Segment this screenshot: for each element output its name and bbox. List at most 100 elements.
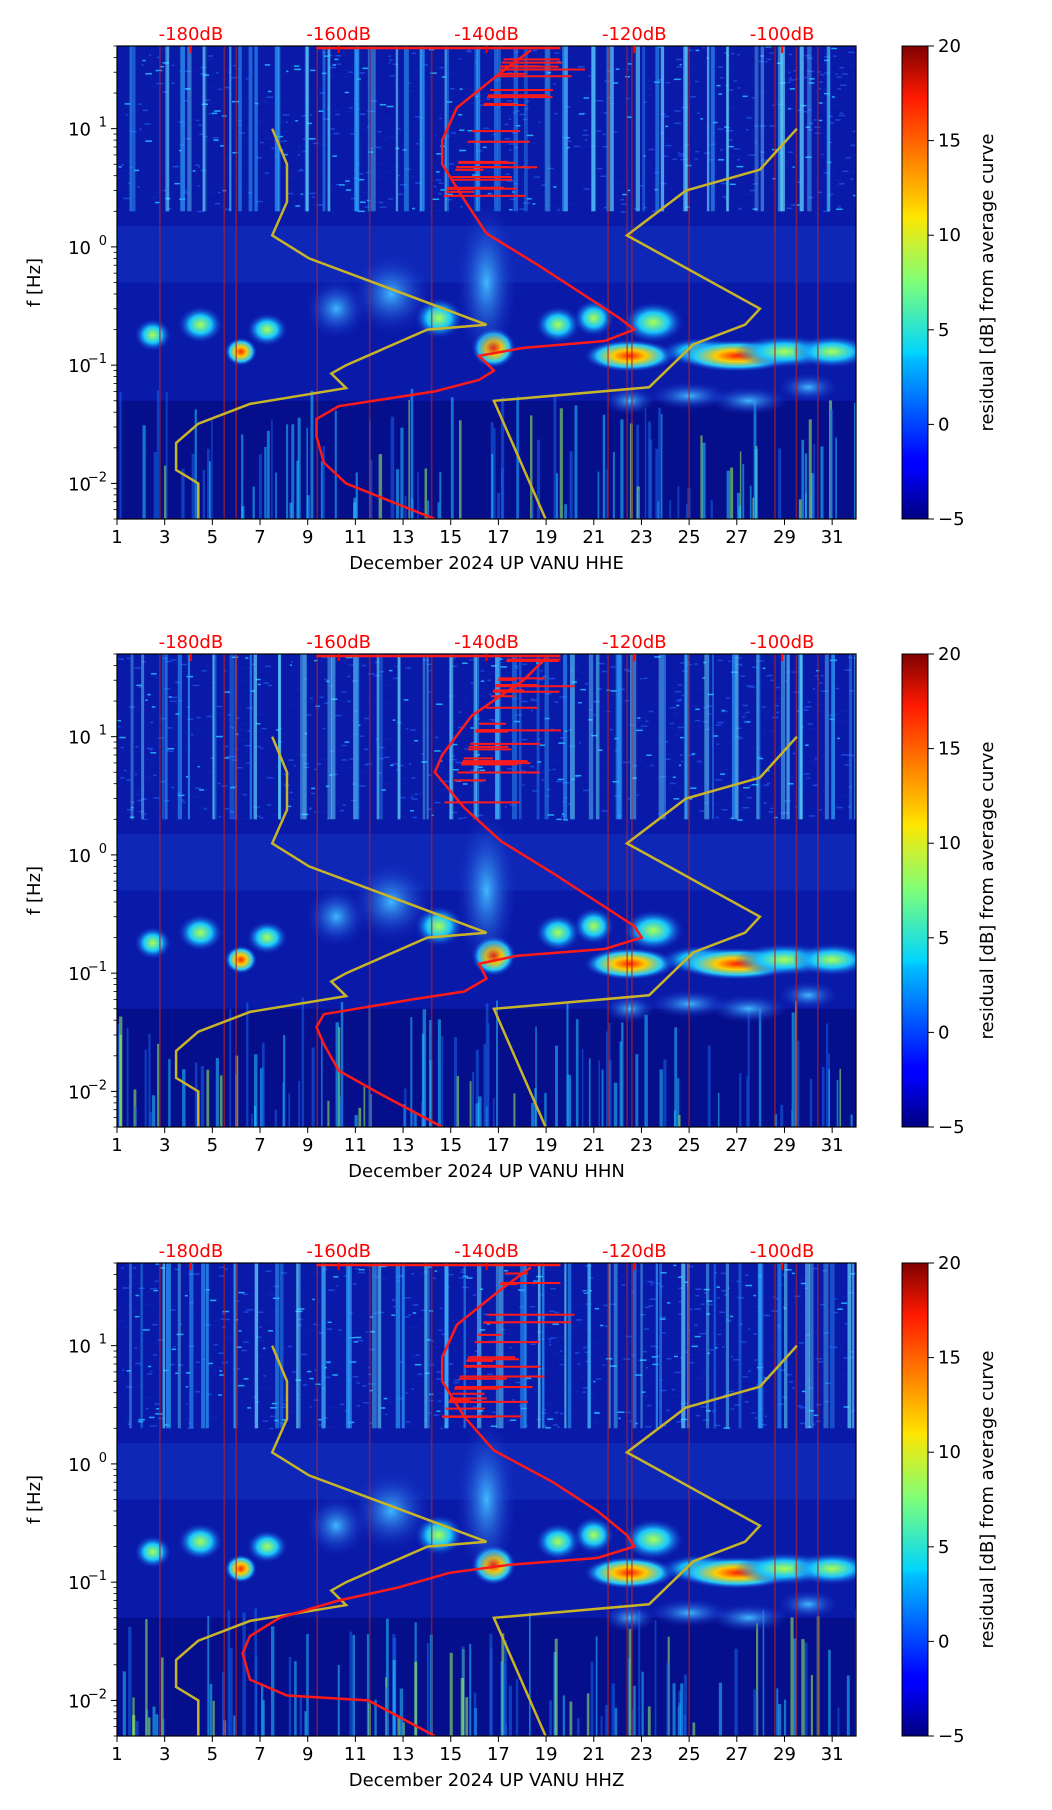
lowfreq-streak xyxy=(288,1093,291,1127)
vertical-streak xyxy=(826,46,831,212)
noise-speckle xyxy=(528,675,531,678)
lowfreq-streak xyxy=(227,1610,231,1736)
noise-speckle xyxy=(641,175,645,177)
noise-speckle xyxy=(592,1419,598,1422)
noise-speckle xyxy=(853,154,856,156)
noise-speckle xyxy=(787,81,791,84)
noise-speckle xyxy=(822,1269,828,1272)
noise-speckle xyxy=(440,1427,443,1430)
noise-speckle xyxy=(153,1289,159,1292)
noise-speckle xyxy=(197,765,200,768)
lowfreq-streak xyxy=(242,1612,246,1736)
noise-speckle xyxy=(776,697,784,700)
noise-speckle xyxy=(421,1309,428,1312)
noise-speckle xyxy=(766,674,773,677)
noise-speckle xyxy=(411,796,414,799)
noise-speckle xyxy=(286,192,294,195)
noise-speckle xyxy=(172,1313,177,1315)
noise-speckle xyxy=(182,801,186,804)
microseism-blob xyxy=(778,373,839,402)
vertical-streak xyxy=(475,654,480,820)
noise-speckle xyxy=(218,736,225,739)
noise-speckle xyxy=(218,1352,225,1355)
noise-speckle xyxy=(327,775,334,777)
vertical-streak xyxy=(327,654,332,820)
noise-speckle xyxy=(134,1346,138,1349)
noise-speckle xyxy=(212,137,219,139)
noise-speckle xyxy=(829,1345,832,1348)
noise-speckle xyxy=(297,169,304,172)
y-tick-exponent: −1 xyxy=(88,1569,107,1584)
noise-speckle xyxy=(759,686,764,689)
noise-speckle xyxy=(202,74,210,76)
noise-speckle xyxy=(840,720,848,723)
noise-speckle xyxy=(175,702,180,705)
noise-speckle xyxy=(844,669,852,671)
noise-speckle xyxy=(792,673,796,675)
noise-speckle xyxy=(660,799,666,802)
noise-speckle xyxy=(436,723,442,726)
noise-speckle xyxy=(715,1347,718,1349)
noise-speckle xyxy=(175,136,180,138)
noise-speckle xyxy=(224,757,230,759)
noise-speckle xyxy=(369,147,373,150)
noise-speckle xyxy=(369,1316,373,1318)
noise-speckle xyxy=(346,700,351,703)
noise-speckle xyxy=(812,784,819,787)
noise-speckle xyxy=(279,1358,282,1361)
noise-speckle xyxy=(289,798,296,801)
noise-speckle xyxy=(837,82,841,84)
noise-speckle xyxy=(163,173,168,176)
noise-speckle xyxy=(522,118,528,121)
noise-speckle xyxy=(462,662,468,665)
noise-speckle xyxy=(563,819,569,821)
noise-speckle xyxy=(661,1389,667,1392)
noise-speckle xyxy=(467,49,471,52)
noise-speckle xyxy=(696,687,704,689)
lowfreq-streak xyxy=(211,417,213,519)
noise-speckle xyxy=(621,203,627,205)
lowfreq-streak xyxy=(535,1026,537,1127)
noise-speckle xyxy=(408,1314,412,1316)
noise-speckle xyxy=(799,1277,805,1279)
noise-speckle xyxy=(303,1384,308,1386)
noise-speckle xyxy=(716,1297,720,1299)
noise-speckle xyxy=(479,1329,486,1331)
noise-speckle xyxy=(246,1293,253,1296)
noise-speckle xyxy=(415,717,418,720)
noise-speckle xyxy=(797,1405,804,1407)
noise-speckle xyxy=(237,1384,245,1387)
x-tick-label: 27 xyxy=(725,1744,748,1765)
noise-speckle xyxy=(411,798,418,800)
noise-speckle xyxy=(246,762,250,764)
noise-speckle xyxy=(207,771,213,774)
noise-speckle xyxy=(288,805,292,808)
noise-speckle xyxy=(389,75,395,77)
noise-speckle xyxy=(184,88,189,91)
noise-speckle xyxy=(129,166,134,169)
noise-speckle xyxy=(531,709,534,712)
noise-speckle xyxy=(131,806,134,809)
noise-speckle xyxy=(472,1294,476,1296)
noise-speckle xyxy=(742,704,749,707)
noise-speckle xyxy=(796,780,800,783)
noise-speckle xyxy=(208,665,212,668)
noise-speckle xyxy=(195,787,202,789)
lowfreq-streak xyxy=(564,504,568,519)
noise-speckle xyxy=(379,670,385,673)
noise-speckle xyxy=(434,801,441,804)
noise-speckle xyxy=(601,160,607,163)
vertical-streak xyxy=(229,654,235,820)
noise-speckle xyxy=(591,1341,598,1343)
noise-speckle xyxy=(847,806,852,808)
noise-speckle xyxy=(573,145,580,148)
vertical-streak xyxy=(777,1263,782,1429)
lowfreq-streak xyxy=(155,1714,159,1736)
vertical-streak xyxy=(591,46,596,212)
vertical-streak xyxy=(853,654,856,820)
lowfreq-streak xyxy=(222,1671,225,1736)
noise-speckle xyxy=(323,1376,331,1379)
noise-speckle xyxy=(470,769,476,772)
noise-speckle xyxy=(536,817,544,819)
